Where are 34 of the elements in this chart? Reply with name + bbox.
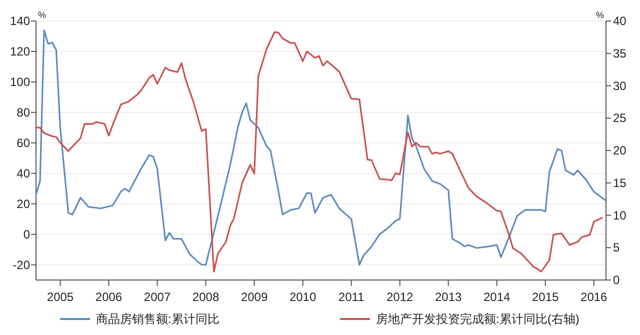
x-tick-label: 2011 bbox=[338, 290, 365, 304]
y-tick-label: 60 bbox=[16, 136, 30, 150]
y2-tick-label: 20 bbox=[613, 144, 627, 158]
y-tick-label: -20 bbox=[12, 258, 30, 272]
y2-axis-title: % bbox=[596, 10, 604, 20]
x-tick-label: 2006 bbox=[95, 290, 122, 304]
x-tick-label: 2010 bbox=[289, 290, 316, 304]
y2-tick-label: 10 bbox=[613, 208, 627, 222]
x-tick-label: 2005 bbox=[46, 290, 74, 304]
y-axis-title: % bbox=[38, 10, 46, 20]
y-tick-label: 0 bbox=[23, 227, 30, 242]
y-tick-label: 40 bbox=[16, 166, 30, 180]
x-tick-label: 2014 bbox=[484, 290, 511, 304]
y2-tick-label: 25 bbox=[613, 111, 627, 126]
y-tick-label: 20 bbox=[16, 196, 30, 211]
y-tick-label: 80 bbox=[16, 105, 30, 120]
x-tick-label: 2013 bbox=[434, 290, 462, 304]
y2-tick-label: 15 bbox=[613, 176, 627, 190]
y-tick-label: 120 bbox=[10, 44, 30, 58]
y-tick-label: 100 bbox=[10, 74, 30, 89]
legend-label: 商品房销售额:累计同比 bbox=[96, 312, 220, 326]
legend-label: 房地产开发投资完成额:累计同比(右轴) bbox=[376, 312, 580, 326]
y2-tick-label: 5 bbox=[613, 240, 620, 255]
y-tick-label: 140 bbox=[10, 14, 30, 28]
x-tick-label: 2012 bbox=[386, 290, 414, 304]
y2-tick-label: 35 bbox=[613, 46, 627, 60]
y2-tick-label: 30 bbox=[613, 78, 627, 93]
x-tick-label: 2008 bbox=[192, 290, 220, 304]
x-tick-label: 2016 bbox=[580, 290, 608, 304]
x-tick-label: 2007 bbox=[144, 290, 171, 304]
x-tick-label: 2009 bbox=[240, 290, 268, 304]
y2-tick-label: 0 bbox=[613, 273, 620, 287]
y2-tick-label: 40 bbox=[613, 14, 627, 28]
x-tick-label: 2015 bbox=[532, 290, 560, 304]
